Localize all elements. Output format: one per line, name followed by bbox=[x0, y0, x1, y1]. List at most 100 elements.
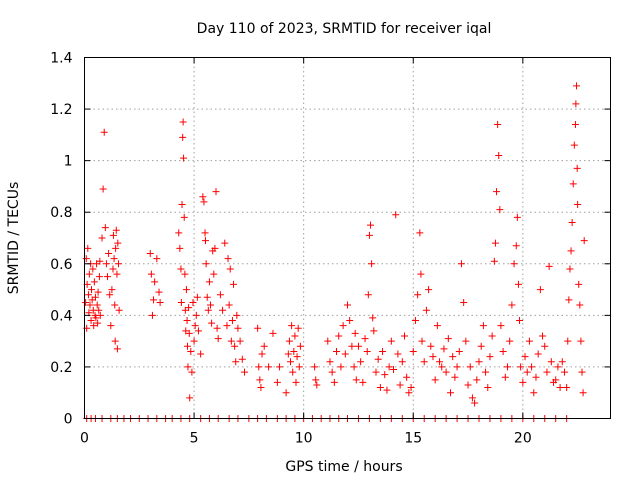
data-point bbox=[337, 363, 345, 371]
data-point bbox=[374, 355, 382, 363]
data-point bbox=[346, 317, 354, 325]
y-tick-label: 0.8 bbox=[50, 205, 72, 221]
data-point bbox=[390, 366, 398, 374]
data-point bbox=[150, 296, 158, 304]
data-point bbox=[539, 332, 547, 340]
data-point bbox=[202, 260, 210, 268]
data-point bbox=[333, 347, 341, 355]
y-tick-label: 0.6 bbox=[50, 257, 72, 273]
data-point bbox=[258, 350, 266, 358]
data-point bbox=[295, 363, 303, 371]
data-point bbox=[178, 200, 186, 208]
data-point bbox=[560, 368, 568, 376]
y-tick-label: 1.2 bbox=[50, 102, 72, 118]
data-point bbox=[328, 368, 336, 376]
data-point bbox=[111, 301, 119, 309]
data-point bbox=[444, 335, 452, 343]
data-point bbox=[576, 301, 584, 309]
data-point bbox=[200, 198, 208, 206]
data-point bbox=[214, 335, 222, 343]
data-point bbox=[494, 121, 502, 129]
data-point bbox=[351, 329, 359, 337]
data-point bbox=[385, 363, 393, 371]
data-point bbox=[367, 221, 375, 229]
data-point bbox=[427, 342, 435, 350]
data-point bbox=[289, 368, 297, 376]
data-point bbox=[105, 249, 113, 257]
data-point bbox=[313, 381, 321, 389]
data-point bbox=[223, 322, 231, 330]
x-axis-label: GPS time / hours bbox=[285, 459, 402, 475]
data-point bbox=[276, 363, 284, 371]
data-point bbox=[188, 368, 196, 376]
data-point bbox=[292, 378, 300, 386]
data-point bbox=[479, 322, 487, 330]
data-point bbox=[84, 291, 92, 299]
data-point bbox=[493, 188, 501, 196]
data-point bbox=[422, 306, 430, 314]
data-point bbox=[471, 399, 479, 407]
data-point bbox=[189, 298, 197, 306]
data-point bbox=[86, 301, 94, 309]
data-point bbox=[453, 363, 461, 371]
data-point bbox=[95, 306, 103, 314]
data-point bbox=[291, 332, 299, 340]
plot-frame bbox=[84, 57, 611, 419]
data-point bbox=[521, 353, 529, 361]
data-point bbox=[153, 255, 161, 263]
data-point bbox=[201, 229, 209, 237]
data-point bbox=[554, 363, 562, 371]
data-point bbox=[490, 257, 498, 265]
data-point bbox=[429, 353, 437, 361]
data-point bbox=[447, 389, 455, 397]
data-point bbox=[199, 193, 207, 201]
data-point bbox=[506, 337, 514, 345]
data-point bbox=[257, 384, 265, 392]
data-point bbox=[284, 350, 292, 358]
points-layer bbox=[82, 82, 588, 422]
data-point bbox=[256, 376, 264, 384]
data-point bbox=[407, 384, 415, 392]
data-point bbox=[221, 239, 229, 247]
data-point bbox=[180, 154, 188, 162]
data-point bbox=[357, 358, 365, 366]
data-point bbox=[324, 337, 332, 345]
data-point bbox=[193, 293, 201, 301]
data-point bbox=[89, 265, 97, 273]
data-point bbox=[545, 262, 553, 270]
data-point bbox=[225, 301, 233, 309]
data-point bbox=[191, 322, 199, 330]
data-point bbox=[114, 260, 122, 268]
y-tick-label: 1.4 bbox=[50, 51, 72, 67]
data-point bbox=[536, 286, 544, 294]
data-point bbox=[436, 358, 444, 366]
x-tick-label: 5 bbox=[190, 431, 199, 447]
data-point bbox=[523, 368, 531, 376]
data-point bbox=[372, 368, 380, 376]
data-point bbox=[230, 280, 238, 288]
data-point bbox=[182, 327, 190, 335]
y-tick-label: 0 bbox=[64, 412, 73, 428]
data-point bbox=[394, 350, 402, 358]
data-point bbox=[365, 231, 373, 239]
data-point bbox=[568, 219, 576, 227]
data-point bbox=[376, 384, 384, 392]
data-point bbox=[104, 273, 112, 281]
data-point bbox=[110, 255, 118, 263]
data-point bbox=[440, 345, 448, 353]
data-point bbox=[499, 347, 507, 355]
data-point bbox=[228, 317, 236, 325]
data-point bbox=[288, 322, 296, 330]
data-point bbox=[449, 353, 457, 361]
data-point bbox=[185, 304, 193, 312]
data-point bbox=[88, 286, 96, 294]
data-point bbox=[532, 373, 540, 381]
data-point bbox=[148, 311, 156, 319]
y-axis-label: SRMTID / TECUs bbox=[6, 182, 22, 295]
data-point bbox=[240, 368, 248, 376]
data-point bbox=[565, 296, 573, 304]
data-point bbox=[90, 278, 98, 286]
data-point bbox=[381, 371, 389, 379]
data-point bbox=[114, 239, 122, 247]
data-point bbox=[339, 322, 347, 330]
